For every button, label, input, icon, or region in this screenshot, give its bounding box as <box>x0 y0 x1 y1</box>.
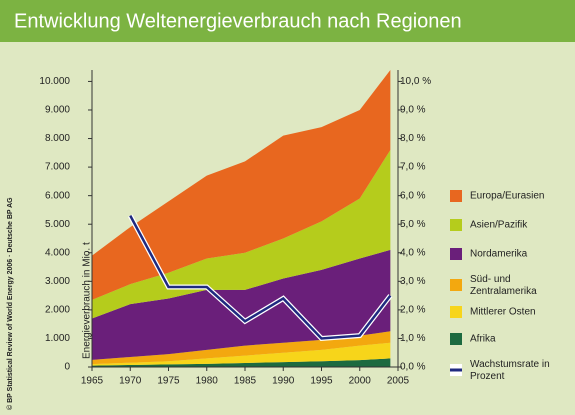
line <box>129 215 392 340</box>
legend-label: Europa/Eurasien <box>470 191 545 202</box>
y-tick-label: 0 <box>64 362 70 373</box>
x-tick-label: 2005 <box>387 376 410 387</box>
y-tick-label: 5.000 <box>45 219 70 230</box>
legend-label: Süd- und Zentralamerika <box>470 274 537 297</box>
legend-label: Afrika <box>470 334 496 345</box>
legend-swatch <box>450 219 462 231</box>
legend-swatch <box>450 248 462 260</box>
y-tick-label: 4.000 <box>45 247 70 258</box>
legend-swatch <box>450 306 462 318</box>
x-tick-label: 1985 <box>234 376 257 387</box>
y2-tick-label: 8,0 % <box>400 133 426 144</box>
legend-swatch <box>450 333 462 345</box>
y-tick-label: 1.000 <box>45 333 70 344</box>
y-tick-label: 10.000 <box>39 76 70 87</box>
legend-label: Asien/Pazifik <box>470 220 528 231</box>
area <box>92 331 391 365</box>
y2-tick-label: 4,0 % <box>400 247 426 258</box>
y2-tick-label: 5,0 % <box>400 219 426 230</box>
y2-tick-label: 10,0 % <box>400 76 431 87</box>
y-tick-label: 8.000 <box>45 133 70 144</box>
x-tick-label: 1980 <box>196 376 219 387</box>
legend-label: Wachstumsrate in Prozent <box>470 359 552 382</box>
area <box>92 149 391 319</box>
x-tick-label: 1990 <box>272 376 295 387</box>
x-tick-label: 1965 <box>81 376 104 387</box>
y2-tick-label: 6,0 % <box>400 190 426 201</box>
y2-tick-label: 7,0 % <box>400 162 426 173</box>
y-tick-label: 7.000 <box>45 162 70 173</box>
legend-label: Nordamerika <box>470 249 528 260</box>
legend-swatch <box>450 279 462 291</box>
y2-tick-label: 3,0 % <box>400 276 426 287</box>
y2-tick-label: 0,0 % <box>400 362 426 373</box>
source: © BP Statistical Review of World Energy … <box>6 197 14 410</box>
y2-tick-label: 9,0 % <box>400 105 426 116</box>
legend-label: Mittlerer Osten <box>470 307 536 318</box>
y-axis-label: Energieverbrauch in Mio. t <box>82 242 93 359</box>
chart-title: Entwicklung Weltenergieverbrauch nach Re… <box>14 10 462 32</box>
x-tick-label: 1995 <box>310 376 333 387</box>
y-tick-label: 6.000 <box>45 190 70 201</box>
y2-tick-label: 2,0 % <box>400 305 426 316</box>
x-tick-label: 1970 <box>119 376 142 387</box>
x-tick-label: 2000 <box>349 376 372 387</box>
area <box>92 358 391 367</box>
area <box>92 70 391 300</box>
y-tick-label: 2.000 <box>45 305 70 316</box>
y-tick-label: 9.000 <box>45 105 70 116</box>
y2-tick-label: 1,0 % <box>400 333 426 344</box>
legend-swatch <box>450 190 462 202</box>
y-tick-label: 3.000 <box>45 276 70 287</box>
area <box>92 342 391 366</box>
header <box>0 0 575 42</box>
x-tick-label: 1975 <box>157 376 180 387</box>
